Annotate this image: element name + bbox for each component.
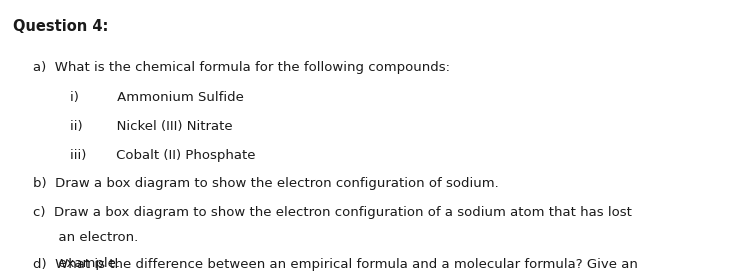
Text: an electron.: an electron. (33, 231, 138, 244)
Text: d)  What is the difference between an empirical formula and a molecular formula?: d) What is the difference between an emp… (33, 258, 638, 271)
Text: c)  Draw a box diagram to show the electron configuration of a sodium atom that : c) Draw a box diagram to show the electr… (33, 206, 632, 219)
Text: b)  Draw a box diagram to show the electron configuration of sodium.: b) Draw a box diagram to show the electr… (33, 177, 499, 191)
Text: iii)       Cobalt (II) Phosphate: iii) Cobalt (II) Phosphate (70, 149, 255, 162)
Text: a)  What is the chemical formula for the following compounds:: a) What is the chemical formula for the … (33, 61, 450, 75)
Text: example.: example. (33, 257, 120, 270)
Text: i)         Ammonium Sulfide: i) Ammonium Sulfide (70, 91, 244, 105)
Text: Question 4:: Question 4: (13, 19, 109, 34)
Text: ii)        Nickel (III) Nitrate: ii) Nickel (III) Nitrate (70, 120, 233, 133)
